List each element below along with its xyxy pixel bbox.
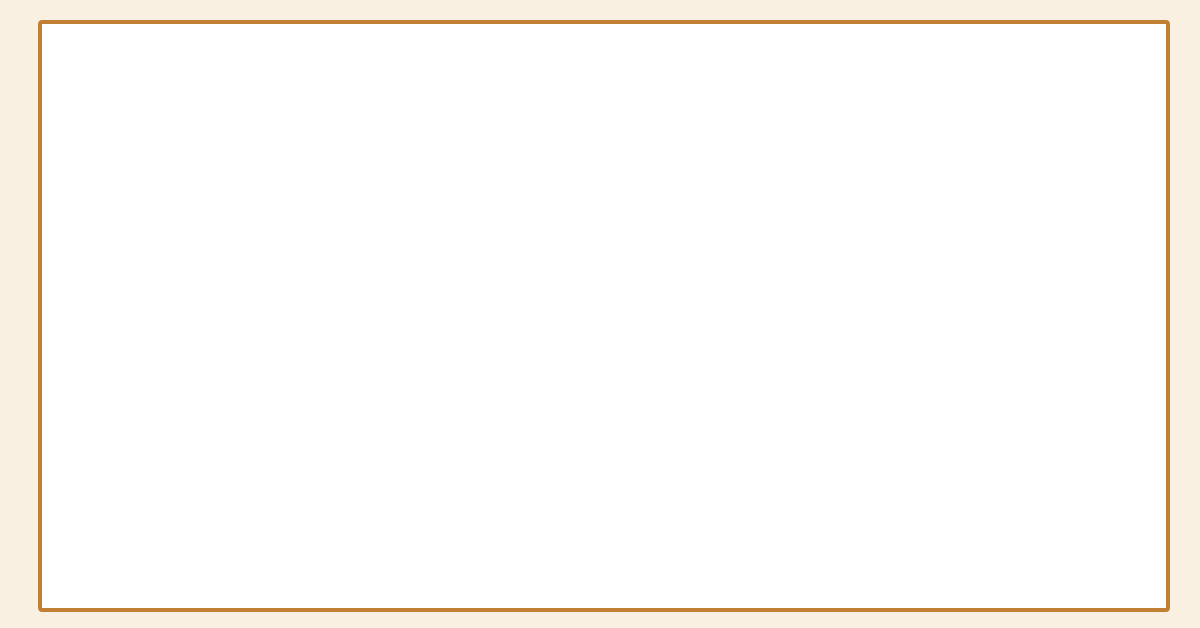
stages-row — [42, 24, 1166, 264]
diagram-frame — [38, 20, 1170, 612]
histology-row — [42, 264, 1166, 608]
